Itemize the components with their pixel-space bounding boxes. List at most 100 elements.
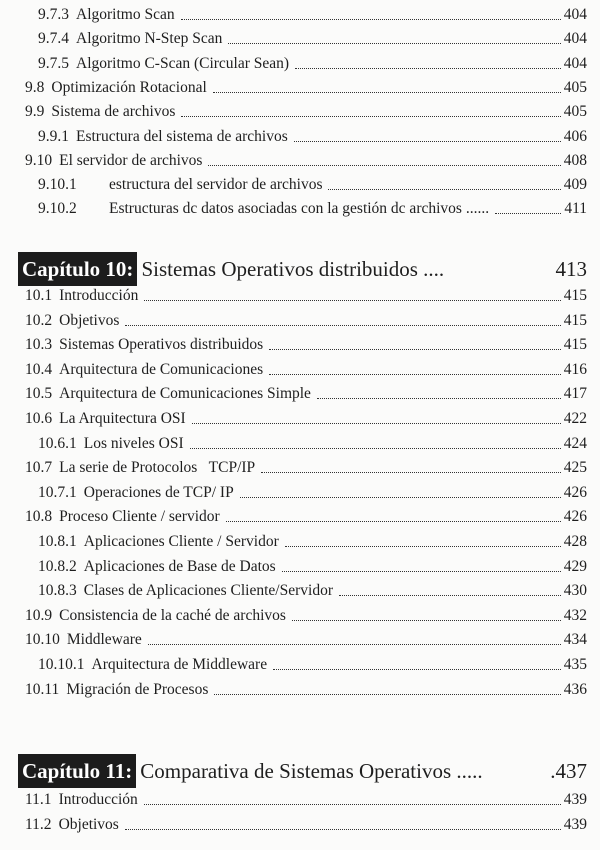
toc-entry: 10.1 Introducción 415 (25, 285, 587, 307)
toc-entry: 10.4 Arquitectura de Comunicaciones 416 (25, 359, 587, 381)
entry-number: 9.8 (25, 78, 45, 96)
chapter-title-line: Sistemas Operativos distribuidos .... 413 (141, 257, 587, 282)
entry-page: 405 (563, 78, 587, 96)
toc-entry: 10.2 Objetivos 415 (25, 310, 587, 332)
entry-title: Optimización Rotacional (51, 78, 207, 96)
entry-title: La Arquitectura OSI (59, 410, 186, 427)
entry-title: Arquitectura de Middleware (91, 656, 268, 673)
dot-leader (124, 828, 561, 830)
entry-page: 429 (563, 557, 587, 575)
entry-number: 10.8.2 (38, 557, 77, 575)
toc-entry: 10.10.1 Arquitectura de Middleware 435 (38, 654, 587, 676)
entry-title: Clases de Aplicaciones Cliente/Servidor (83, 582, 333, 600)
dot-leader (316, 398, 561, 400)
toc-entry: 11.1 Introducción 439 (25, 789, 587, 811)
entry-title: Algoritmo N-Step Scan (76, 30, 223, 48)
chapter-heading: Capítulo 10: Sistemas Operativos distribu… (18, 252, 587, 286)
dot-leader (293, 140, 561, 142)
entry-title: Consistencia de la caché de archivos (59, 606, 286, 624)
dot-leader (143, 804, 561, 805)
entry-number: 9.7.4 (38, 30, 69, 48)
toc-entry: 9.9.1 Estructura del sistema de archivos 4… (38, 126, 587, 148)
entry-title: Estructuras dc datos asociadas con la ge… (109, 200, 490, 218)
entry-page: 404 (563, 54, 587, 72)
entry-number: 10.2 (25, 311, 53, 329)
toc-entry: 10.6.1 Los niveles OSI 424 (38, 433, 587, 455)
entry-title: Middleware (66, 631, 142, 649)
entry-page: 404 (563, 6, 587, 23)
toc-entry: 10.3 Sistemas Operativos distribuidos 415 (25, 334, 587, 356)
dot-leader (273, 669, 561, 670)
dot-leader (212, 91, 561, 93)
entry-number: 11.1 (25, 791, 52, 808)
entry-number: 10.3 (25, 336, 53, 354)
entry-title: Aplicaciones de Base de Datos (83, 557, 276, 575)
entry-title: Introducción (59, 287, 139, 304)
entry-page: 424 (563, 434, 587, 452)
dot-leader (261, 472, 561, 474)
dot-leader (181, 116, 561, 118)
entry-number: 9.7.5 (38, 54, 69, 72)
entry-page: 415 (563, 336, 587, 354)
chapter-label: Capítulo 11: (18, 754, 137, 788)
entry-number: 9.10.1 (38, 176, 77, 194)
chapter-title: Sistemas Operativos distribuidos .... (141, 256, 445, 281)
entry-page: 432 (563, 606, 587, 624)
dot-leader (189, 447, 561, 449)
chapter-title-line: Comparativa de Sistemas Operativos .....… (140, 759, 587, 784)
entry-page: 405 (563, 103, 587, 121)
dot-leader (269, 373, 561, 375)
entry-number: 10.10.1 (38, 656, 85, 673)
toc-entry: 10.8.3 Clases de Aplicaciones Cliente/Ser… (38, 580, 587, 602)
dot-leader (180, 19, 561, 20)
toc-entry: 10.8.1 Aplicaciones Cliente / Servidor 428 (38, 531, 587, 553)
entry-title: Arquitectura de Comunicaciones Simple (59, 385, 311, 403)
dot-leader (284, 546, 561, 547)
entry-page: 428 (563, 533, 587, 550)
dot-leader (281, 570, 561, 572)
entry-number: 10.8.1 (38, 533, 77, 550)
dot-leader (295, 67, 561, 69)
entry-page: 436 (563, 680, 587, 698)
entry-title: Objetivos (58, 815, 119, 833)
entry-number: 10.10 (25, 631, 60, 649)
entry-title: El servidor de archivos (59, 151, 203, 169)
entry-title: Algoritmo C-Scan (Circular Sean) (76, 54, 290, 72)
entry-title: Aplicaciones Cliente / Servidor (83, 533, 279, 550)
entry-title: Sistemas Operativos distribuidos (59, 336, 264, 354)
toc-entry: 11.2 Objetivos 439 (25, 814, 587, 836)
entry-page: 417 (563, 385, 587, 403)
entry-title: Objetivos (59, 311, 120, 329)
toc-entry: 9.10.1 estructura del servidor de archivo… (38, 174, 587, 196)
entry-number: 10.9 (25, 606, 53, 624)
dot-leader (208, 164, 561, 166)
entry-title: Sistema de archivos (51, 103, 176, 121)
toc-entry: 10.10 Middleware 434 (25, 629, 587, 651)
chapter-page: 413 (555, 256, 588, 281)
entry-number: 11.2 (25, 815, 52, 833)
dot-leader (191, 423, 561, 424)
dot-leader (338, 595, 561, 597)
chapter-label: Capítulo 10: (18, 252, 138, 286)
toc-entry: 10.5 Arquitectura de Comunicaciones Simpl… (25, 383, 587, 405)
entry-number: 9.9.1 (38, 127, 69, 145)
entry-number: 10.5 (25, 385, 53, 403)
toc-entry: 10.8 Proceso Cliente / servidor 426 (25, 506, 587, 528)
entry-title: Introducción (58, 791, 138, 808)
toc-entry: 9.9 Sistema de archivos 405 (25, 101, 587, 123)
entry-title: Estructura del sistema de archivos (76, 127, 288, 145)
chapter-page: .437 (550, 758, 587, 783)
dot-leader (225, 521, 561, 523)
entry-page: 426 (563, 508, 587, 526)
dot-leader (495, 213, 562, 215)
dot-leader (144, 300, 561, 301)
dot-leader (228, 43, 561, 45)
entry-page: 404 (563, 30, 587, 48)
toc-entry: 9.10.2 Estructuras dc datos asociadas con… (38, 198, 587, 220)
entry-title: Los niveles OSI (83, 434, 184, 452)
entry-number: 9.10.2 (38, 200, 77, 218)
entry-title: Migración de Procesos (66, 680, 209, 698)
entry-number: 10.6.1 (38, 434, 77, 452)
entry-page: 411 (564, 200, 587, 218)
entry-page: 425 (563, 459, 587, 477)
